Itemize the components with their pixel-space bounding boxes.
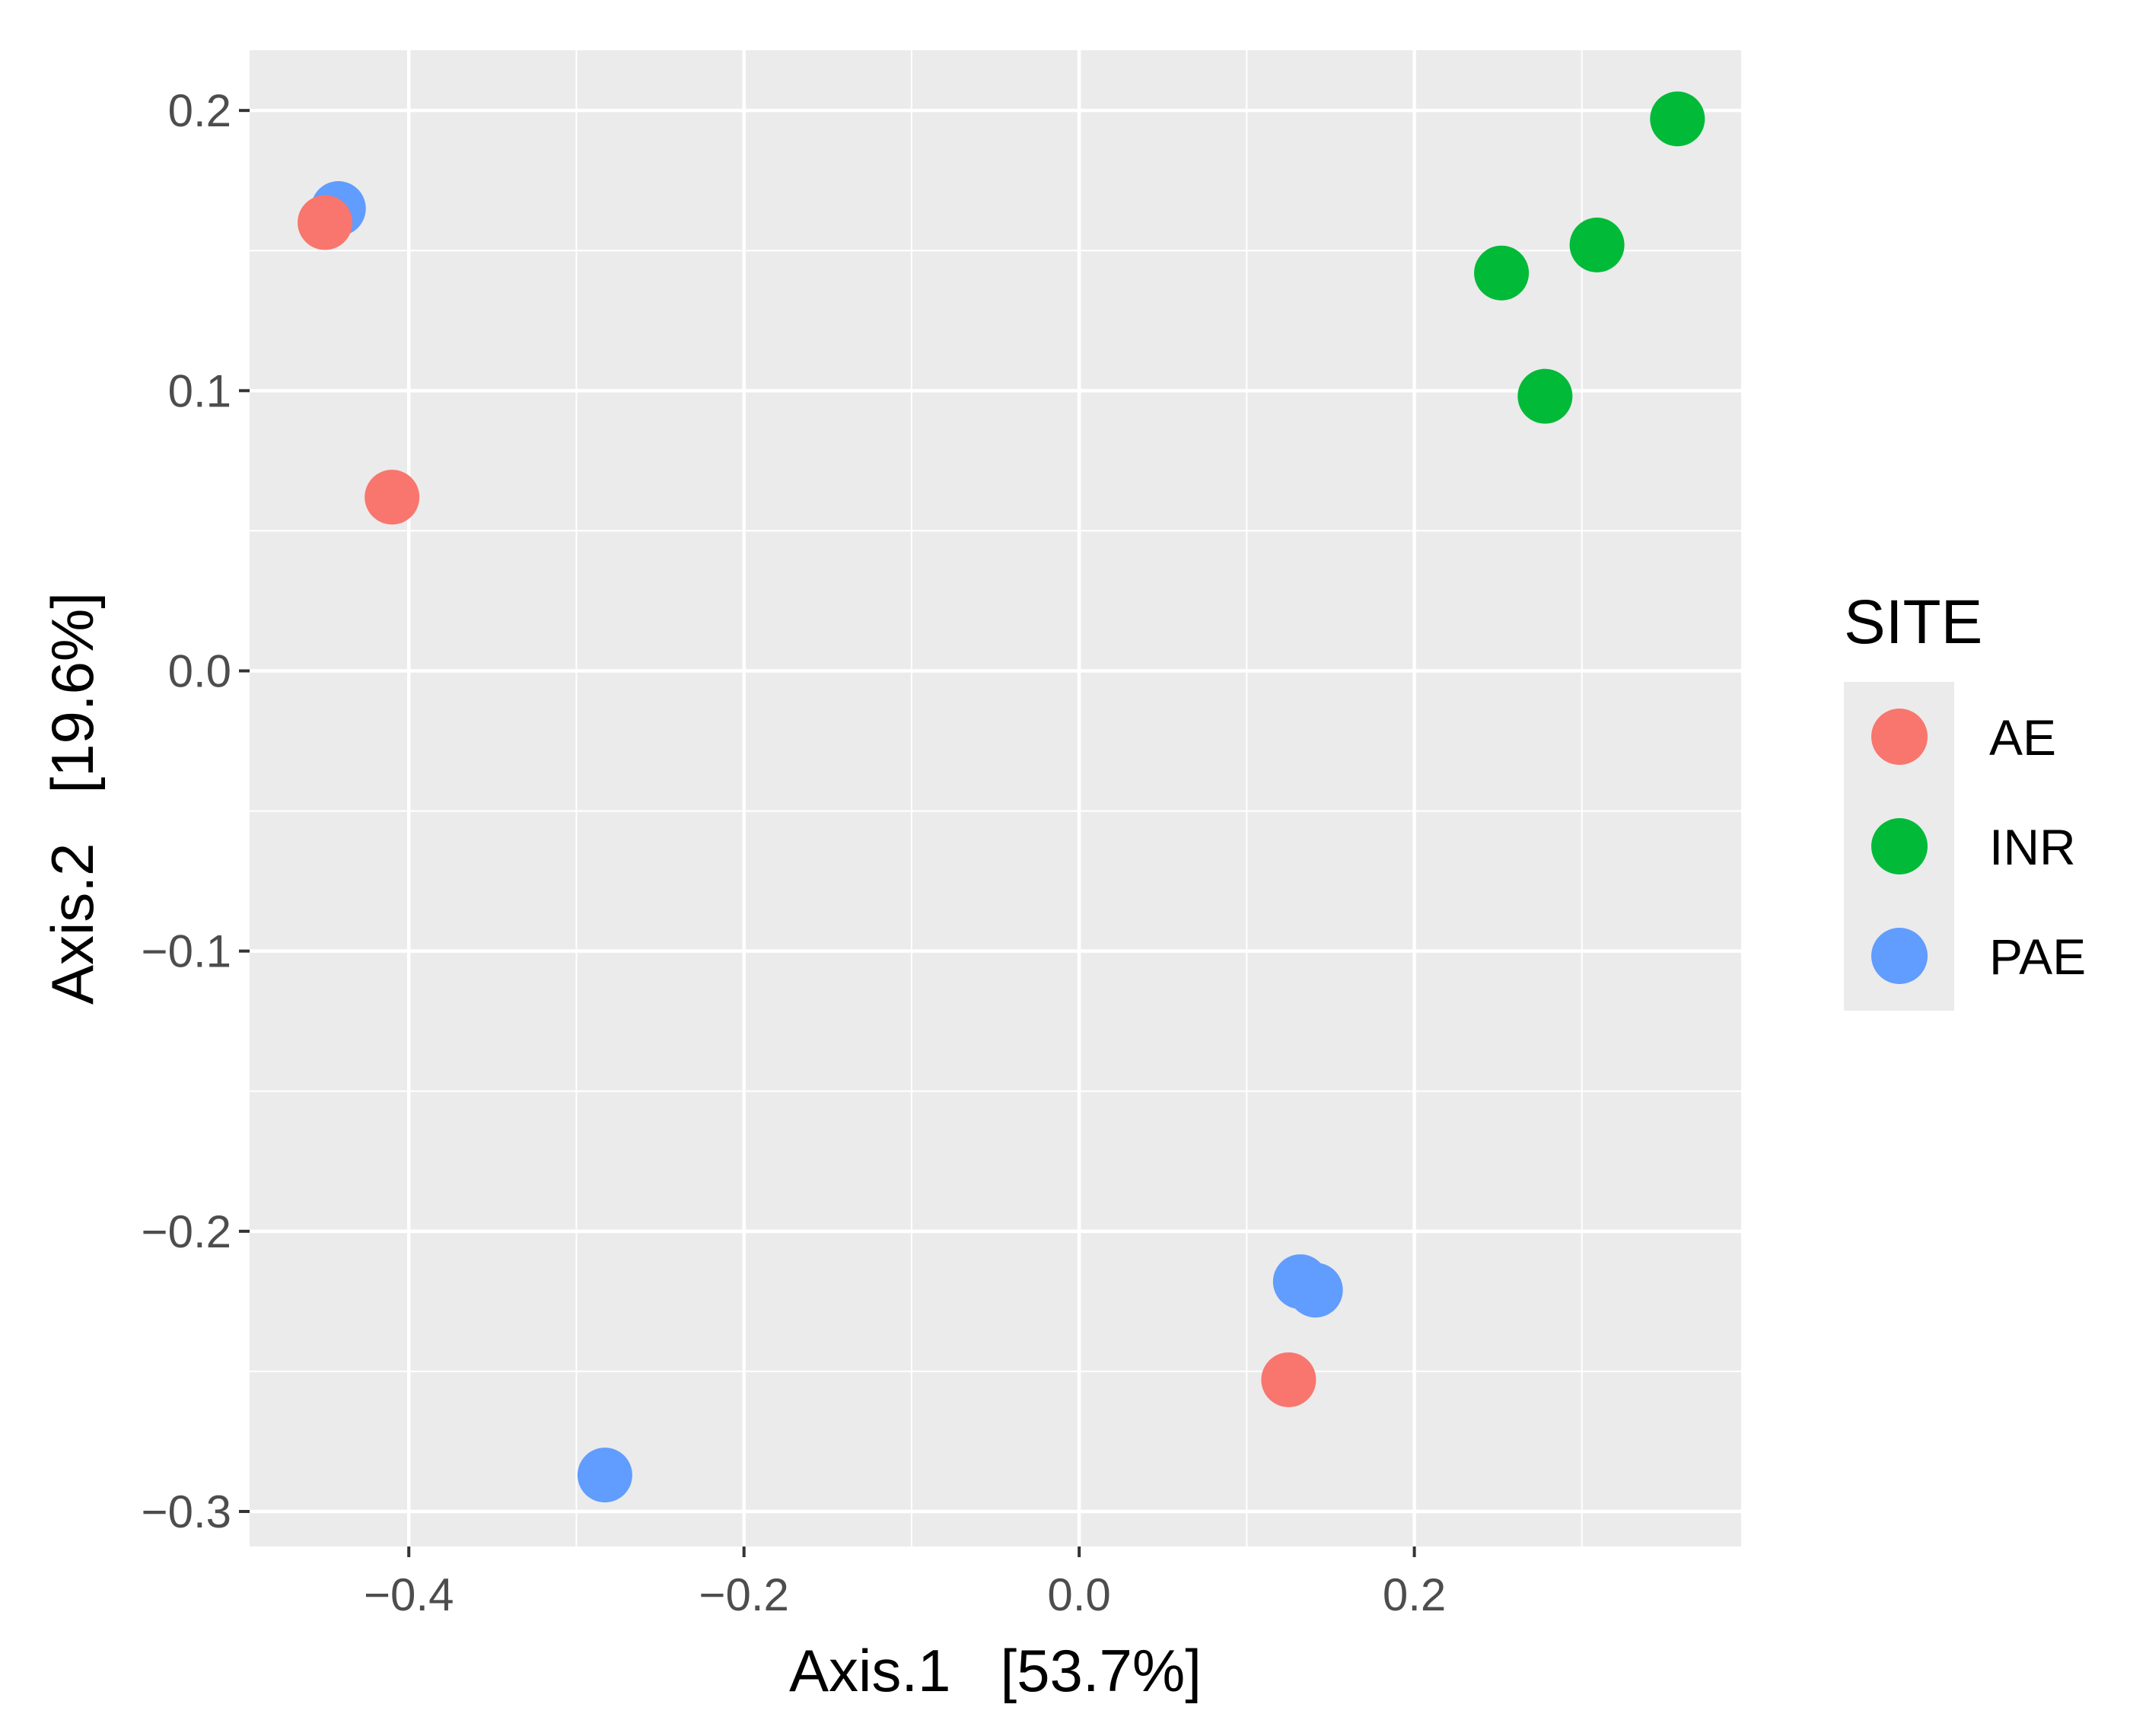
legend-key-inr — [1871, 818, 1928, 874]
point-ae — [298, 195, 353, 250]
point-pae — [577, 1448, 632, 1503]
point-inr — [1650, 91, 1705, 147]
y-tick-label: 0.1 — [168, 365, 231, 416]
legend-key-pae — [1871, 928, 1928, 984]
y-tick-label: −0.2 — [142, 1206, 231, 1257]
legend-title: SITE — [1844, 588, 1982, 657]
x-axis-ticks: −0.4 −0.2 0.0 0.2 — [364, 1546, 1446, 1620]
point-inr — [1517, 368, 1573, 424]
x-axis-title: Axis.1 [53.7%] — [789, 1637, 1202, 1704]
y-tick-label: −0.1 — [142, 926, 231, 977]
x-tick-label: −0.2 — [699, 1569, 788, 1620]
legend-entries: AE INR PAE — [1871, 709, 2086, 985]
legend-key-ae — [1871, 709, 1928, 765]
major-gridlines — [250, 50, 1741, 1546]
x-tick-label: −0.4 — [364, 1569, 454, 1620]
legend-entry-pae: PAE — [1871, 928, 2086, 985]
y-tick-label: 0.0 — [168, 645, 231, 696]
point-inr — [1474, 245, 1530, 301]
legend-entry-inr: INR — [1871, 818, 2076, 875]
point-ae — [1261, 1352, 1317, 1407]
point-pae — [1288, 1263, 1343, 1318]
plot-panel — [250, 50, 1741, 1546]
legend-label-ae: AE — [1989, 709, 2056, 766]
minor-gridlines — [250, 50, 1741, 1546]
y-axis-title: Axis.2 [19.6%] — [39, 592, 106, 1005]
x-tick-label: 0.0 — [1047, 1569, 1110, 1620]
y-tick-label: −0.3 — [142, 1486, 231, 1537]
x-tick-label: 0.2 — [1383, 1569, 1446, 1620]
legend-entry-ae: AE — [1871, 709, 2056, 766]
y-tick-label: 0.2 — [168, 85, 231, 136]
y-axis-ticks: −0.3 −0.2 −0.1 0.0 0.1 0.2 — [142, 85, 250, 1537]
point-ae — [365, 470, 420, 525]
series-inr — [1474, 91, 1705, 424]
data-points — [298, 91, 1705, 1503]
series-ae — [298, 195, 1317, 1407]
legend: SITE AE INR PAE — [1844, 588, 2086, 1011]
point-inr — [1569, 217, 1625, 272]
legend-label-inr: INR — [1989, 819, 2076, 875]
legend-label-pae: PAE — [1989, 929, 2086, 985]
